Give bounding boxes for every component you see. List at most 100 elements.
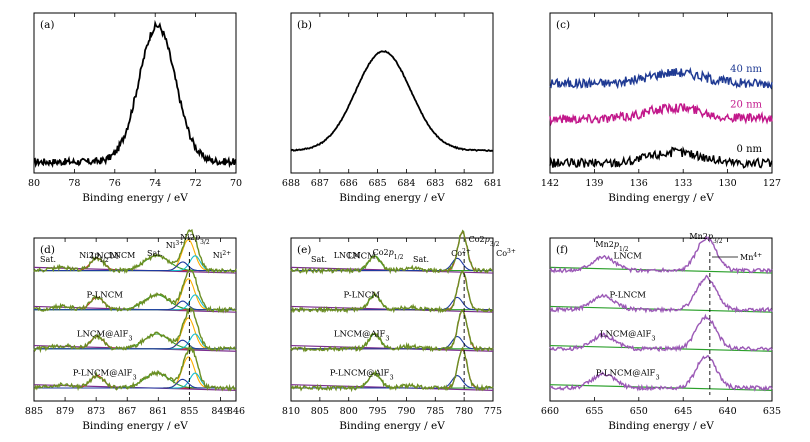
fit-component (34, 356, 236, 389)
peak-annotation: Mn2p3/2 (689, 232, 722, 245)
panel-label: (d) (40, 244, 55, 256)
measured-spectrum (290, 346, 494, 393)
fit-component (34, 300, 236, 311)
fit-background (549, 266, 773, 274)
sample-label: P-LNCM (609, 290, 646, 300)
x-tick-label: 136 (630, 178, 648, 189)
peak-annotation: Co2p1/2 (373, 248, 404, 261)
x-tick-label: 780 (455, 406, 473, 417)
peak-annotation: Mn2p1/2 (595, 240, 628, 253)
x-tick-label: 80 (28, 178, 40, 189)
peak-annotation: Sat. (147, 249, 163, 258)
x-tick-label: 133 (674, 178, 692, 189)
series-label: 0 nm (737, 144, 763, 155)
x-tick-label: 683 (426, 178, 444, 189)
panel-label: (e) (297, 244, 311, 256)
x-tick-label: 130 (719, 178, 737, 189)
measured-spectrum (290, 270, 494, 314)
spectrum-line (290, 50, 494, 152)
fit-component (34, 378, 236, 389)
x-tick-label: 127 (763, 178, 781, 189)
x-tick-label: 686 (340, 178, 358, 189)
peak-annotation: Sat. (40, 255, 56, 264)
measured-spectrum (33, 268, 237, 314)
measured-spectrum (549, 274, 773, 314)
sample-label: P-LNCM (86, 290, 123, 300)
plot-frame (33, 12, 237, 174)
measured-spectrum (290, 229, 494, 275)
fit-component (34, 261, 236, 272)
fit-component (291, 348, 493, 389)
fit-component (34, 317, 236, 350)
x-tick-label: 849 (211, 406, 229, 417)
x-tick-label: 861 (149, 406, 167, 417)
peak-annotation: Co2p3/2 (469, 235, 500, 248)
x-tick-label: 687 (311, 178, 329, 189)
sample-label: P-LNCM (343, 290, 380, 300)
x-tick-label: 681 (484, 178, 502, 189)
measured-spectrum (549, 313, 773, 353)
peak-annotation: Ni2+ (213, 250, 231, 261)
peak-annotation: Ni3+ (166, 240, 184, 251)
x-axis-label: Binding energy / eV (82, 420, 188, 432)
sample-label: LNCM (91, 251, 120, 261)
x-tick-label: 885 (25, 406, 43, 417)
x-tick-label: 78 (68, 178, 80, 189)
x-tick-label: 775 (484, 406, 502, 417)
sample-label: LNCM@AlF3 (600, 330, 656, 343)
depth-series-line (549, 146, 773, 169)
panel-f: 660 655 650 645 640 635 Binding energy / eV (f)… (541, 235, 781, 432)
x-tick-label: 74 (149, 178, 161, 189)
peak-annotation: LNCM (334, 251, 361, 260)
x-tick-label: 640 (719, 406, 737, 417)
panel-a: 80 78 76 74 72 70 Binding energy / eV (a) (28, 12, 242, 204)
x-tick-label: 645 (674, 406, 692, 417)
spectrum-line (33, 19, 237, 169)
sample-label: P-LNCM@AlF3 (330, 369, 394, 382)
x-tick-label: 846 (227, 406, 245, 417)
measured-spectrum (290, 308, 494, 353)
sample-label: LNCM (614, 251, 643, 261)
plot-frame (290, 12, 494, 174)
series-label: 20 nm (730, 99, 762, 110)
x-tick-label: 873 (87, 406, 105, 417)
x-tick-label: 142 (541, 178, 559, 189)
x-tick-label: 805 (311, 406, 329, 417)
sample-label: LNCM@AlF3 (334, 330, 390, 343)
panel-b: 688 687 686 685 684 683 682 681 Binding energy /… (282, 12, 502, 204)
x-axis-label: Binding energy / eV (608, 420, 714, 432)
sample-label: P-LNCM@AlF3 (596, 369, 660, 382)
series-label: 40 nm (730, 64, 762, 75)
peak-annotation: Ni2p1/2 (79, 251, 109, 264)
x-tick-label: 800 (340, 406, 358, 417)
plot-frame (290, 237, 494, 402)
x-tick-label: 810 (282, 406, 300, 417)
plot-frame (549, 237, 773, 402)
peak-annotation: Co2+ (451, 248, 471, 259)
x-tick-label: 682 (455, 178, 473, 189)
peak-annotation: Sat. (311, 255, 327, 264)
panel-c: 142 139 136 133 130 127 Binding energy / eV (c)… (541, 12, 781, 204)
sample-label: P-LNCM@AlF3 (73, 369, 137, 382)
x-axis-label: Binding energy / eV (339, 420, 445, 432)
x-tick-label: 684 (397, 178, 415, 189)
panel-label: (c) (556, 19, 570, 31)
x-axis-label: Binding energy / eV (82, 192, 188, 204)
x-tick-label: 655 (585, 406, 603, 417)
fit-component (34, 339, 236, 350)
measured-spectrum (33, 228, 237, 274)
plot-frame (33, 237, 237, 402)
x-tick-label: 879 (56, 406, 74, 417)
measured-spectrum (33, 305, 237, 354)
peak-annotation: Co3+ (496, 248, 516, 259)
measured-spectrum (34, 344, 237, 392)
x-tick-label: 855 (180, 406, 198, 417)
x-axis-label: Binding energy / eV (339, 192, 445, 204)
x-tick-label: 70 (230, 178, 242, 189)
panel-e: 810 805 800 795 790 785 780 775 Binding energy /… (282, 229, 502, 432)
measured-spectrum (549, 235, 773, 275)
x-tick-label: 795 (369, 406, 387, 417)
x-tick-label: 76 (109, 178, 121, 189)
fit-component (291, 309, 493, 350)
